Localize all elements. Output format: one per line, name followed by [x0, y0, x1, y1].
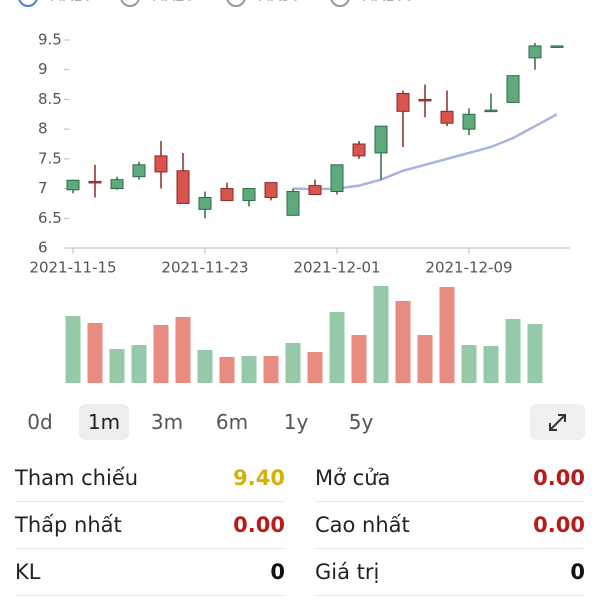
candle-body	[66, 179, 80, 191]
candle-body	[484, 109, 498, 113]
candle-body	[418, 98, 432, 102]
candle-body	[308, 185, 322, 196]
x-tick-label: 2021-12-09	[425, 259, 512, 277]
stat-cell: Cao nhất 0.00	[315, 502, 585, 549]
candle-body	[242, 188, 256, 201]
volume-bar	[505, 319, 521, 383]
volume-bar	[65, 316, 81, 383]
candle-body	[176, 170, 190, 204]
stat-cell: Thấp nhất 0.00	[15, 502, 285, 549]
stat-cell: KL 0	[15, 549, 285, 596]
range-button[interactable]: 0d	[27, 410, 53, 434]
volume-bar	[439, 287, 455, 383]
stat-value: 0.00	[533, 513, 585, 537]
stat-value: 9.40	[233, 466, 285, 490]
candle-body	[352, 143, 366, 157]
stat-value: 0.00	[233, 513, 285, 537]
candle-body	[330, 164, 344, 193]
volume-bar	[285, 343, 301, 383]
candle-body	[374, 125, 388, 154]
stat-label: Giá trị	[315, 560, 380, 584]
y-tick-label: 7	[38, 179, 48, 197]
candle-body	[286, 191, 300, 216]
candle-body	[440, 110, 454, 124]
y-tick-label: 7.5	[38, 149, 62, 167]
volume-bar	[87, 323, 103, 383]
volume-bar	[263, 356, 279, 383]
volume-bar	[307, 352, 323, 383]
y-tick-label: 6.5	[38, 209, 62, 227]
legend-radio	[226, 0, 246, 7]
stat-value: 0	[270, 560, 285, 584]
candle-body	[110, 179, 124, 190]
volume-bar	[109, 349, 125, 383]
range-button[interactable]: 1y	[283, 410, 309, 434]
candle-body	[264, 182, 278, 198]
range-buttons: 0d 1m 3m 6m 1y 5y	[0, 404, 600, 442]
stat-value: 0.00	[533, 466, 585, 490]
stat-label: Thấp nhất	[15, 513, 122, 537]
legend-label: MA20	[152, 0, 194, 5]
volume-bar	[131, 345, 147, 383]
legend-label: MA50	[258, 0, 300, 5]
x-tick-label: 2021-12-01	[293, 259, 380, 277]
volume-bar	[461, 345, 477, 383]
volume-bar	[153, 325, 169, 383]
y-tick-label: 8.5	[38, 90, 62, 108]
stat-label: KL	[15, 560, 41, 584]
legend-radio	[18, 0, 38, 7]
expand-icon	[549, 414, 566, 431]
candle-body	[198, 196, 212, 210]
legend-label: MA10	[50, 0, 92, 5]
candle-body	[462, 113, 476, 130]
candle-body	[550, 45, 564, 48]
x-tick-label: 2021-11-23	[161, 259, 248, 277]
candle-body	[220, 188, 234, 201]
volume-bar	[351, 335, 367, 383]
stat-label: Cao nhất	[315, 513, 410, 537]
stat-label: Tham chiếu	[15, 466, 139, 490]
expand-button[interactable]	[530, 404, 585, 440]
y-tick-label: 6	[38, 239, 48, 257]
candle-body	[88, 180, 102, 184]
volume-bar	[373, 286, 389, 383]
y-tick-label: 9	[38, 60, 48, 78]
volume-bar	[197, 350, 213, 383]
range-button[interactable]: 5y	[348, 410, 374, 434]
chart: MA10 MA20 MA50 MA100 6 6.5 7 7.5 8 8.5 9 9.5 2021-11…	[18, 0, 570, 383]
y-tick-label: 8	[38, 120, 48, 138]
stat-cell: Tham chiếu 9.40	[15, 455, 285, 502]
volume-bar	[219, 357, 235, 383]
stat-label: Mở cửa	[315, 466, 391, 490]
volume-bar	[329, 312, 345, 383]
candle-body	[506, 75, 520, 103]
candle-body	[154, 155, 168, 173]
stat-value: 0	[570, 560, 585, 584]
candle-body	[528, 45, 542, 59]
candle-body	[132, 164, 146, 178]
candle-body	[396, 92, 410, 112]
volume-bar	[175, 317, 191, 383]
legend-radio	[330, 0, 350, 7]
x-tick-label: 2021-11-15	[29, 259, 116, 277]
volume-bar	[483, 346, 499, 383]
y-tick-label: 9.5	[38, 31, 62, 49]
volume-bar	[527, 324, 543, 383]
volume-bar	[241, 356, 257, 383]
range-button[interactable]: 6m	[215, 410, 249, 434]
volume-bar	[417, 335, 433, 383]
range-button[interactable]: 3m	[150, 410, 184, 434]
legend-radio	[120, 0, 140, 7]
stat-cell: Mở cửa 0.00	[315, 455, 585, 502]
volume-bar	[395, 301, 411, 383]
range-button[interactable]: 1m	[79, 404, 129, 440]
legend-label: MA100	[362, 0, 414, 5]
stat-cell: Giá trị 0	[315, 549, 585, 596]
